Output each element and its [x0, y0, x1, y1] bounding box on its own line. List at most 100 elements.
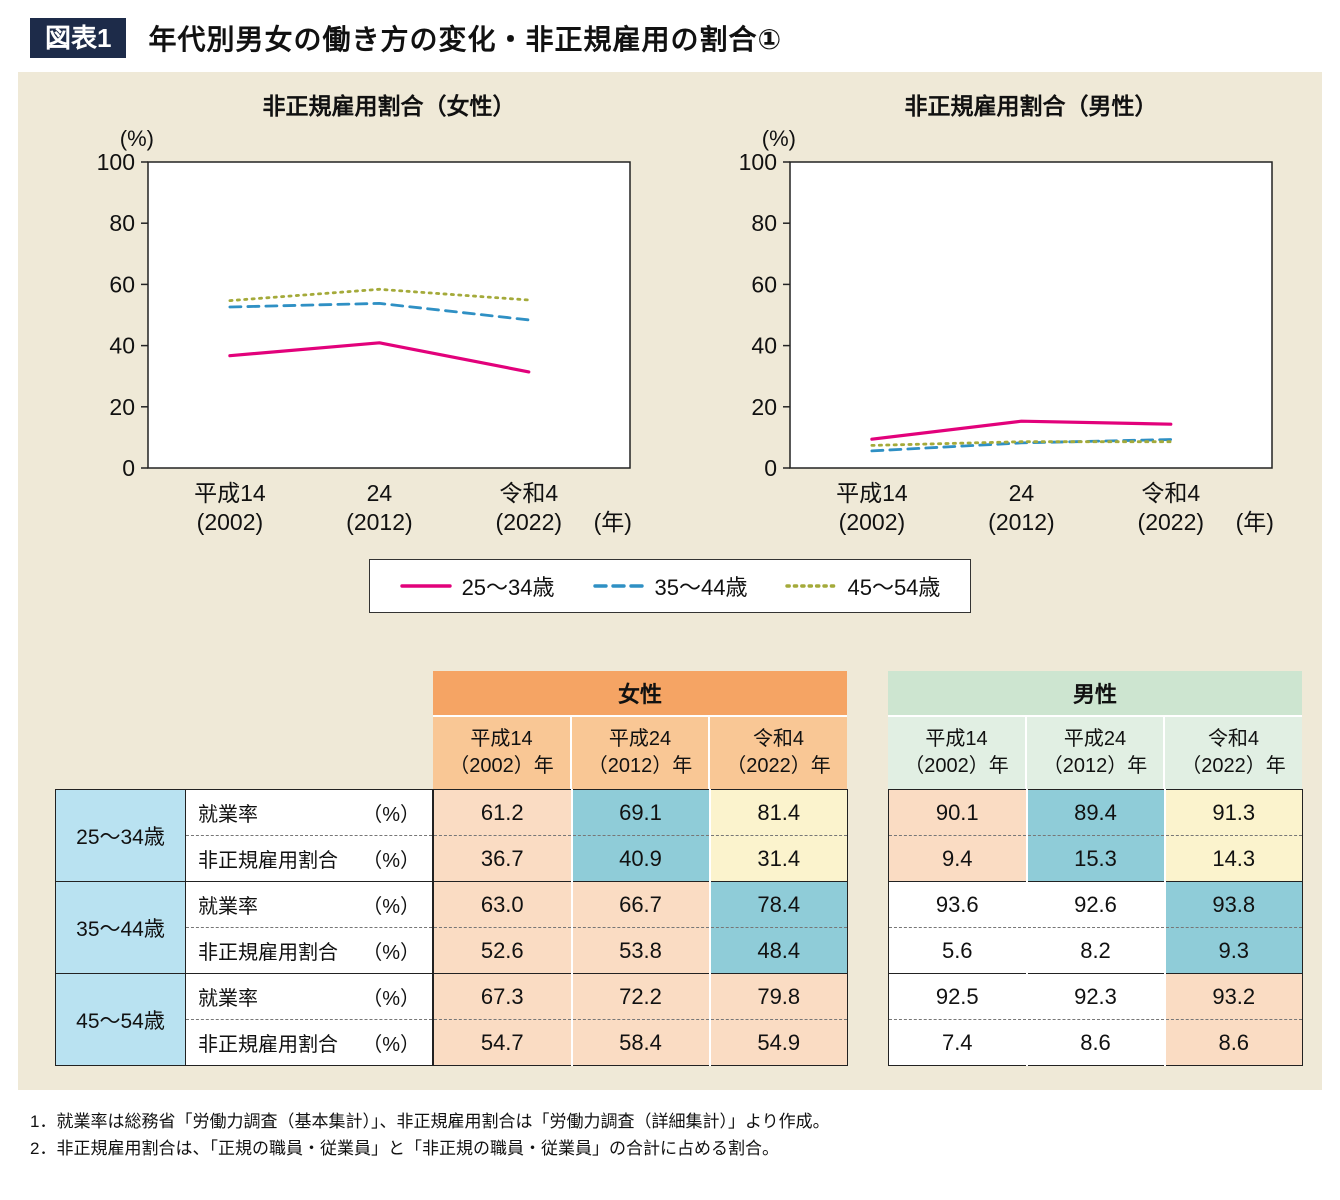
value-cell: 78.4 [708, 881, 848, 928]
row-label-table: 25〜34歳 就業率 （%） 非正規雇用割合 （%） 35〜44歳 就業率 （%） 非正規雇用割… [55, 789, 433, 1066]
age-group-label: 45〜54歳 [55, 973, 186, 1066]
value-cell: 61.2 [433, 789, 572, 836]
y-tick-label: 20 [109, 394, 135, 420]
metric-label: 就業率 （%） [185, 789, 433, 836]
value-cell: 8.6 [1025, 1019, 1165, 1066]
x-tick-label: 令和4 [499, 480, 558, 506]
value-cell: 58.4 [570, 1019, 710, 1066]
unit-label: （%） [362, 896, 420, 918]
women-data-table: 61.2 69.1 81.4 36.7 40.9 31.4 63.0 66.7 78.4 52.6… [433, 789, 848, 1066]
metric-label: 就業率 （%） [185, 881, 433, 928]
value-cell: 8.6 [1163, 1019, 1303, 1066]
footnote-1: 1．就業率は総務省「労働力調査（基本集計）」、非正規雇用割合は「労働力調査（詳細… [30, 1112, 830, 1131]
year-column-header: 平成24 （2012）年 [570, 716, 709, 789]
metric-label: 就業率 （%） [185, 973, 433, 1020]
value-cell: 9.3 [1163, 927, 1303, 974]
x-tick-label: 令和4 [1141, 480, 1200, 506]
metric-label: 非正規雇用割合 （%） [185, 1019, 433, 1066]
age-group-label: 25〜34歳 [55, 789, 186, 882]
y-tick-label: 80 [751, 210, 777, 236]
metric-label: 非正規雇用割合 （%） [185, 835, 433, 882]
tables-row: 25〜34歳 就業率 （%） 非正規雇用割合 （%） 35〜44歳 就業率 （%） 非正規雇用割… [55, 671, 1322, 1066]
women-table: 女性 平成14 （2002）年 平成24 （2012）年 令和4 （2022）年 61.2 6… [433, 671, 848, 1066]
value-cell: 93.6 [888, 881, 1027, 928]
table-row: 67.3 72.2 79.8 [433, 973, 848, 1020]
table-row: 9.4 15.3 14.3 [888, 835, 1303, 882]
value-cell: 36.7 [433, 835, 572, 882]
year-column-header: 平成24 （2012）年 [1025, 716, 1164, 789]
value-cell: 92.3 [1025, 973, 1165, 1020]
year-header-row: 平成14 （2002）年 平成24 （2012）年 令和4 （2022）年 [888, 716, 1302, 789]
unit-label: （%） [362, 988, 420, 1010]
y-tick-label: 0 [122, 455, 135, 481]
legend-label: 45〜54歳 [847, 575, 941, 600]
value-cell: 89.4 [1025, 789, 1165, 836]
value-cell: 48.4 [708, 927, 848, 974]
x-tick-label-year: (2022) [1138, 509, 1204, 535]
y-tick-label: 100 [97, 149, 135, 175]
value-cell: 7.4 [888, 1019, 1027, 1066]
year-column-header: 令和4 （2022）年 [708, 716, 847, 789]
x-tick-label: 24 [367, 480, 393, 506]
unit-label: （%） [362, 850, 420, 872]
table-row: 61.2 69.1 81.4 [433, 789, 848, 836]
table-row: 63.0 66.7 78.4 [433, 881, 848, 928]
line-chart: 非正規雇用割合（男性） (%) 0 20 40 60 80 100 平成14 (2002) 24 (2… [739, 93, 1274, 535]
table-row: 5.6 8.2 9.3 [888, 927, 1303, 974]
men-data-table: 90.1 89.4 91.3 9.4 15.3 14.3 93.6 92.6 93.8 5.6 8.… [888, 789, 1303, 1066]
plot-area [789, 161, 1273, 469]
line-chart: 非正規雇用割合（女性） (%) 0 20 40 60 80 100 平成14 (2002) 24 (2… [97, 93, 632, 535]
table-row: 45〜54歳 就業率 （%） [55, 973, 433, 1066]
value-cell: 54.9 [708, 1019, 848, 1066]
legend-item: 35〜44歳 [592, 570, 748, 602]
footnotes: 1．就業率は総務省「労働力調査（基本集計）」、非正規雇用割合は「労働力調査（詳細… [30, 1108, 1310, 1162]
unit-label: （%） [362, 1034, 420, 1056]
table-row: 25〜34歳 就業率 （%） [55, 789, 433, 882]
year-column-header: 令和4 （2022）年 [1163, 716, 1302, 789]
legend-label: 35〜44歳 [654, 575, 748, 600]
y-axis-unit: (%) [120, 126, 154, 151]
series-solid-line [870, 419, 1173, 441]
y-tick-label: 40 [109, 333, 135, 359]
value-cell: 91.3 [1163, 789, 1303, 836]
value-cell: 53.8 [570, 927, 710, 974]
value-cell: 63.0 [433, 881, 572, 928]
row-label-body: 25〜34歳 就業率 （%） 非正規雇用割合 （%） 35〜44歳 就業率 （%） 非正規雇用割… [55, 789, 433, 1066]
value-cell: 81.4 [708, 789, 848, 836]
figure-panel: 非正規雇用割合（女性） (%) 0 20 40 60 80 100 平成14 (2002) 24 (2… [18, 72, 1322, 1090]
unit-label: （%） [362, 804, 420, 826]
unit-label: （%） [362, 942, 420, 964]
x-tick-label-year: (2012) [346, 509, 412, 535]
table-row: 93.6 92.6 93.8 [888, 881, 1303, 928]
value-cell: 66.7 [570, 881, 710, 928]
legend-item: 45〜54歳 [785, 570, 940, 602]
x-tick-label: 平成14 [194, 480, 266, 506]
legend-dotted-line-icon [785, 584, 838, 588]
y-tick-label: 100 [739, 149, 777, 175]
series-dotted-line [228, 287, 531, 303]
chart-women: 非正規雇用割合（女性） (%) 0 20 40 60 80 100 平成14 (2002) 24 (2… [44, 86, 664, 549]
table-row: 36.7 40.9 31.4 [433, 835, 848, 882]
value-cell: 54.7 [433, 1019, 572, 1066]
value-cell: 31.4 [708, 835, 848, 882]
legend-label: 25〜34歳 [461, 575, 555, 600]
metric-label: 非正規雇用割合 （%） [185, 927, 433, 974]
table-title-row: 男性 [888, 671, 1302, 717]
chart-title: 非正規雇用割合（男性） [905, 93, 1158, 119]
page-title: 年代別男女の働き方の変化・非正規雇用の割合① [148, 24, 783, 55]
x-tick-label-year: (2022) [496, 509, 562, 535]
y-tick-label: 60 [109, 271, 135, 297]
value-cell: 79.8 [708, 973, 848, 1020]
series-dashed-line [228, 301, 531, 322]
age-group-label: 35〜44歳 [55, 881, 186, 974]
legend: 25〜34歳 35〜44歳 45〜54歳 [368, 559, 972, 613]
footnote-2: 2．非正規雇用割合は、「正規の職員・従業員」と「非正規の職員・従業員」の合計に占… [30, 1139, 779, 1159]
y-axis-unit: (%) [762, 126, 796, 151]
legend-item: 25〜34歳 [399, 570, 555, 602]
table-row: 35〜44歳 就業率 （%） [55, 881, 433, 974]
y-tick-label: 40 [751, 333, 777, 359]
charts-row: 非正規雇用割合（女性） (%) 0 20 40 60 80 100 平成14 (2002) 24 (2… [18, 86, 1322, 549]
women-table-block: 25〜34歳 就業率 （%） 非正規雇用割合 （%） 35〜44歳 就業率 （%） 非正規雇用割… [55, 671, 848, 1066]
y-tick-label: 60 [751, 271, 777, 297]
chart-men: 非正規雇用割合（男性） (%) 0 20 40 60 80 100 平成14 (2002) 24 (2… [686, 86, 1306, 549]
